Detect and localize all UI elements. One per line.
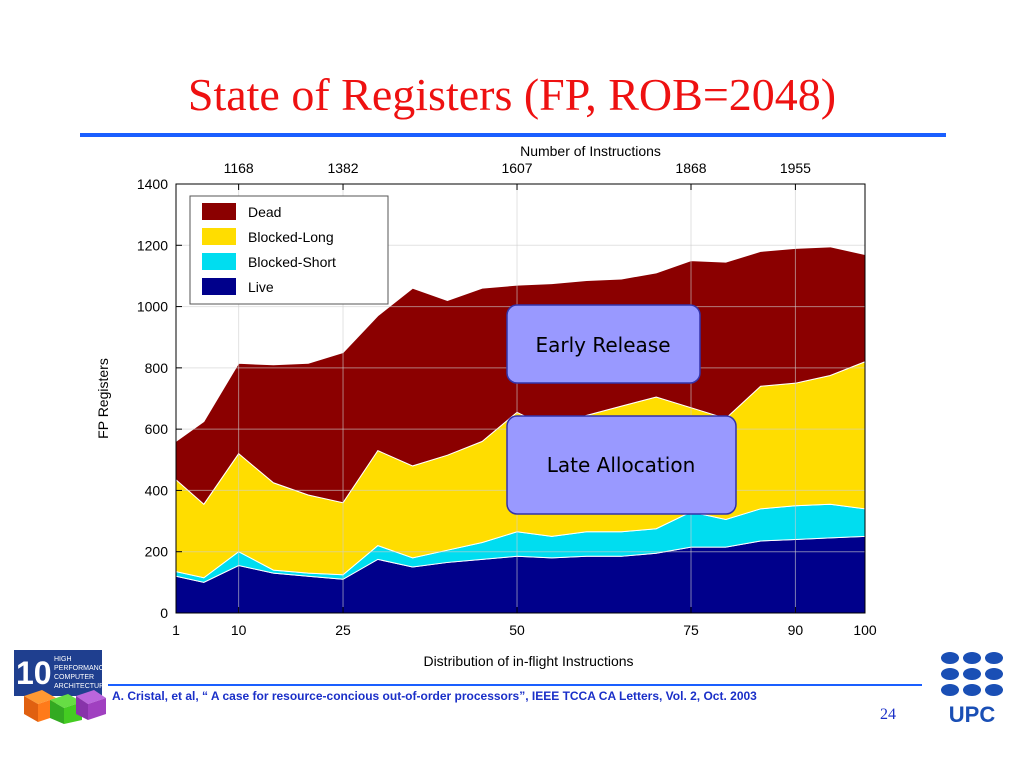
- x-tick-label: 50: [509, 622, 525, 638]
- upc-logo-dot: [985, 668, 1003, 680]
- callout-early-release: [506, 304, 701, 384]
- x-tick-label: 25: [335, 622, 351, 638]
- y-tick-label: 1000: [137, 299, 168, 315]
- top-axis-title: Number of Instructions: [520, 143, 661, 159]
- hpca-logo: 10 HIGH PERFORMANCE COMPUTER ARCHITECTURE: [14, 650, 106, 724]
- slide-title: State of Registers (FP, ROB=2048): [187, 69, 837, 120]
- callout-early-release-label: Early Release: [535, 333, 670, 357]
- upc-logo: UPC: [941, 652, 1003, 724]
- top-tick-label: 1955: [780, 160, 811, 176]
- callout-late-allocation: [506, 415, 737, 515]
- hpca-logo-text-line: ARCHITECTURE: [54, 683, 106, 690]
- legend-swatch: [202, 253, 236, 270]
- upc-logo-dot: [941, 652, 959, 664]
- footer-divider: [108, 684, 922, 686]
- legend-swatch: [202, 278, 236, 295]
- hpca-logo-text-line: HIGH: [54, 656, 72, 663]
- legend-swatch: [202, 203, 236, 220]
- y-tick-label: 0: [160, 605, 168, 621]
- hpca-logo-text-line: COMPUTER: [54, 674, 94, 681]
- title-divider: [80, 133, 946, 137]
- legend-label: Live: [248, 279, 274, 295]
- x-tick-label: 1: [172, 622, 180, 638]
- hpca-logo-background: [14, 650, 102, 696]
- upc-logo-dot: [963, 668, 981, 680]
- upc-logo-dot: [985, 652, 1003, 664]
- x-tick-label: 75: [683, 622, 699, 638]
- upc-logo-dot: [985, 684, 1003, 696]
- upc-logo-text: UPC: [949, 702, 996, 724]
- upc-logo-dot: [941, 668, 959, 680]
- hpca-logo-text-line: PERFORMANCE: [54, 665, 106, 672]
- y-tick-label: 600: [145, 421, 169, 437]
- y-axis-title: FP Registers: [95, 358, 111, 439]
- y-tick-label: 200: [145, 544, 169, 560]
- y-tick-label: 1400: [137, 176, 168, 192]
- top-tick-label: 1168: [224, 160, 254, 176]
- x-tick-label: 90: [788, 622, 804, 638]
- upc-logo-dot: [963, 652, 981, 664]
- hpca-logo-number: 10: [16, 655, 52, 691]
- callout-late-allocation-label: Late Allocation: [547, 453, 696, 477]
- top-tick-label: 1607: [501, 160, 532, 176]
- upc-logo-dot: [963, 684, 981, 696]
- x-axis-title: Distribution of in-flight Instructions: [423, 653, 633, 669]
- x-tick-label: 10: [231, 622, 247, 638]
- x-tick-label: 100: [853, 622, 877, 638]
- y-tick-label: 400: [145, 482, 169, 498]
- plot-frame: [175, 183, 866, 614]
- citation-text: A. Cristal, et al, “ A case for resource…: [112, 689, 757, 703]
- top-tick-label: 1382: [327, 160, 358, 176]
- y-tick-label: 1200: [137, 237, 168, 253]
- top-tick-label: 1868: [675, 160, 706, 176]
- upc-logo-dot: [941, 684, 959, 696]
- y-tick-label: 800: [145, 360, 169, 376]
- legend-swatch: [202, 228, 236, 245]
- page-number: 24: [880, 706, 896, 723]
- legend-label: Dead: [248, 204, 281, 220]
- legend-label: Blocked-Short: [248, 254, 336, 270]
- legend-label: Blocked-Long: [248, 229, 334, 245]
